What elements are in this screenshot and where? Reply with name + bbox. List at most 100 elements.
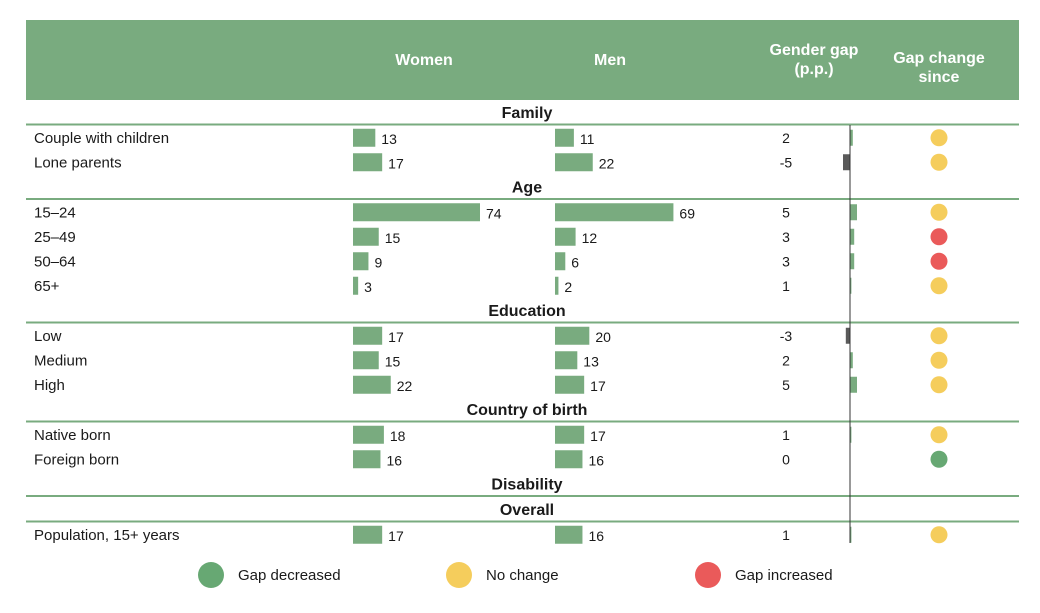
gap-value-0-0: 2 bbox=[782, 130, 790, 146]
women-bar-2-0 bbox=[353, 326, 383, 345]
men-bar-1-0 bbox=[555, 203, 674, 222]
gap-bar-0-0 bbox=[850, 129, 853, 146]
men-value-5-0: 16 bbox=[588, 528, 604, 544]
women-value-5-0: 17 bbox=[388, 528, 404, 544]
gap-value-3-0: 1 bbox=[782, 427, 790, 443]
legend-dot-no-change bbox=[446, 562, 472, 588]
gap-value-1-0: 5 bbox=[782, 204, 790, 220]
gap-bar-2-1 bbox=[850, 352, 853, 369]
women-value-2-2: 22 bbox=[397, 378, 413, 394]
men-value-2-0: 20 bbox=[595, 329, 611, 345]
legend-label-decreased: Gap decreased bbox=[238, 566, 341, 584]
gap-change-dot-0-0 bbox=[930, 129, 948, 147]
section-title-2: Education bbox=[488, 303, 565, 320]
men-bar-2-0 bbox=[555, 326, 590, 345]
legend-label-no-change: No change bbox=[486, 566, 559, 584]
men-bar-3-1 bbox=[555, 450, 583, 469]
women-bar-3-1 bbox=[353, 450, 381, 469]
men-value-3-0: 17 bbox=[590, 428, 606, 444]
women-bar-5-0 bbox=[353, 525, 383, 544]
header-women: Women bbox=[395, 52, 453, 69]
men-bar-3-0 bbox=[555, 425, 585, 444]
gap-bar-3-0 bbox=[850, 426, 852, 443]
women-bar-3-0 bbox=[353, 425, 384, 444]
men-bar-5-0 bbox=[555, 525, 583, 544]
women-bar-0-0 bbox=[353, 128, 376, 147]
men-value-3-1: 16 bbox=[588, 452, 604, 468]
gap-value-2-2: 5 bbox=[782, 377, 790, 393]
row-label-0-1: Lone parents bbox=[34, 154, 122, 171]
row-label-2-1: Medium bbox=[34, 352, 87, 369]
row-label-5-0: Population, 15+ years bbox=[34, 527, 180, 544]
section-title-4: Disability bbox=[491, 477, 562, 494]
men-value-2-2: 17 bbox=[590, 378, 606, 394]
men-value-2-1: 13 bbox=[583, 353, 599, 369]
gap-value-2-0: -3 bbox=[780, 328, 793, 344]
header-gender-gap: Gender gap (p.p.) bbox=[769, 42, 859, 78]
row-label-1-3: 65+ bbox=[34, 278, 60, 295]
gap-change-dot-5-0 bbox=[930, 526, 948, 544]
women-bar-1-0 bbox=[353, 203, 480, 222]
section-title-3: Country of birth bbox=[467, 402, 588, 419]
legend-dot-decreased bbox=[198, 562, 224, 588]
section-title-0: Family bbox=[502, 105, 553, 122]
gap-change-dot-2-1 bbox=[930, 351, 948, 369]
women-bar-2-1 bbox=[353, 351, 379, 370]
gap-change-dot-0-1 bbox=[930, 153, 948, 171]
gap-change-dot-2-0 bbox=[930, 327, 948, 345]
gap-bar-2-0 bbox=[845, 327, 850, 344]
men-value-1-2: 6 bbox=[571, 254, 579, 270]
men-bar-0-0 bbox=[555, 128, 574, 147]
legend-label-increased: Gap increased bbox=[735, 566, 833, 584]
men-value-1-0: 69 bbox=[679, 205, 695, 221]
men-value-0-1: 22 bbox=[599, 155, 615, 171]
gap-change-dot-1-2 bbox=[930, 252, 948, 270]
gap-change-dot-1-3 bbox=[930, 277, 948, 295]
gap-value-2-1: 2 bbox=[782, 352, 790, 368]
legend-gap-increased: Gap increased bbox=[695, 560, 833, 590]
women-value-3-0: 18 bbox=[390, 428, 406, 444]
gap-bar-1-3 bbox=[850, 277, 852, 294]
men-value-1-1: 12 bbox=[582, 230, 598, 246]
gap-bar-5-0 bbox=[850, 526, 852, 543]
women-value-0-1: 17 bbox=[388, 155, 404, 171]
row-label-0-0: Couple with children bbox=[34, 130, 169, 147]
gap-value-3-1: 0 bbox=[782, 451, 790, 467]
gap-change-dot-2-2 bbox=[930, 376, 948, 394]
men-bar-2-2 bbox=[555, 375, 585, 394]
row-label-2-0: Low bbox=[34, 328, 62, 345]
men-value-1-3: 2 bbox=[564, 279, 572, 295]
header-gap-change: Gap change since bbox=[893, 50, 985, 86]
men-value-0-0: 11 bbox=[580, 131, 595, 147]
men-bar-1-2 bbox=[555, 252, 566, 271]
gap-change-dot-3-1 bbox=[930, 450, 948, 468]
women-bar-1-3 bbox=[353, 276, 359, 295]
gap-bar-2-2 bbox=[850, 376, 857, 393]
row-label-1-0: 15–24 bbox=[34, 204, 76, 221]
men-bar-0-1 bbox=[555, 153, 593, 172]
women-value-1-3: 3 bbox=[364, 279, 372, 295]
women-value-3-1: 16 bbox=[386, 452, 402, 468]
gap-value-1-2: 3 bbox=[782, 253, 790, 269]
women-value-1-1: 15 bbox=[385, 230, 401, 246]
gap-change-dot-3-0 bbox=[930, 426, 948, 444]
women-bar-1-1 bbox=[353, 227, 379, 246]
row-label-2-2: High bbox=[34, 377, 65, 394]
legend-gap-decreased: Gap decreased bbox=[198, 560, 341, 590]
women-bar-1-2 bbox=[353, 252, 369, 271]
women-value-0-0: 13 bbox=[381, 131, 397, 147]
gap-value-5-0: 1 bbox=[782, 527, 790, 543]
gap-change-dot-1-0 bbox=[930, 203, 948, 221]
table-header bbox=[26, 20, 1019, 100]
legend-no-change: No change bbox=[446, 560, 559, 590]
row-label-1-2: 50–64 bbox=[34, 253, 76, 270]
gap-value-1-1: 3 bbox=[782, 229, 790, 245]
gap-bar-1-1 bbox=[850, 228, 855, 245]
women-bar-0-1 bbox=[353, 153, 383, 172]
men-bar-1-1 bbox=[555, 227, 576, 246]
legend-dot-increased bbox=[695, 562, 721, 588]
section-title-1: Age bbox=[512, 180, 542, 197]
row-label-3-1: Foreign born bbox=[34, 451, 119, 468]
men-bar-1-3 bbox=[555, 276, 559, 295]
